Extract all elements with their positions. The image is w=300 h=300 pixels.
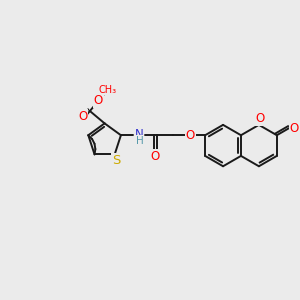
Text: O: O bbox=[290, 122, 299, 135]
Text: O: O bbox=[256, 112, 265, 125]
Text: O: O bbox=[186, 129, 195, 142]
Text: O: O bbox=[150, 150, 160, 163]
Text: S: S bbox=[112, 154, 120, 167]
Text: N: N bbox=[135, 128, 144, 141]
Text: H: H bbox=[136, 136, 143, 146]
Text: O: O bbox=[78, 110, 87, 123]
Text: CH₃: CH₃ bbox=[99, 85, 117, 94]
Text: O: O bbox=[94, 94, 103, 107]
